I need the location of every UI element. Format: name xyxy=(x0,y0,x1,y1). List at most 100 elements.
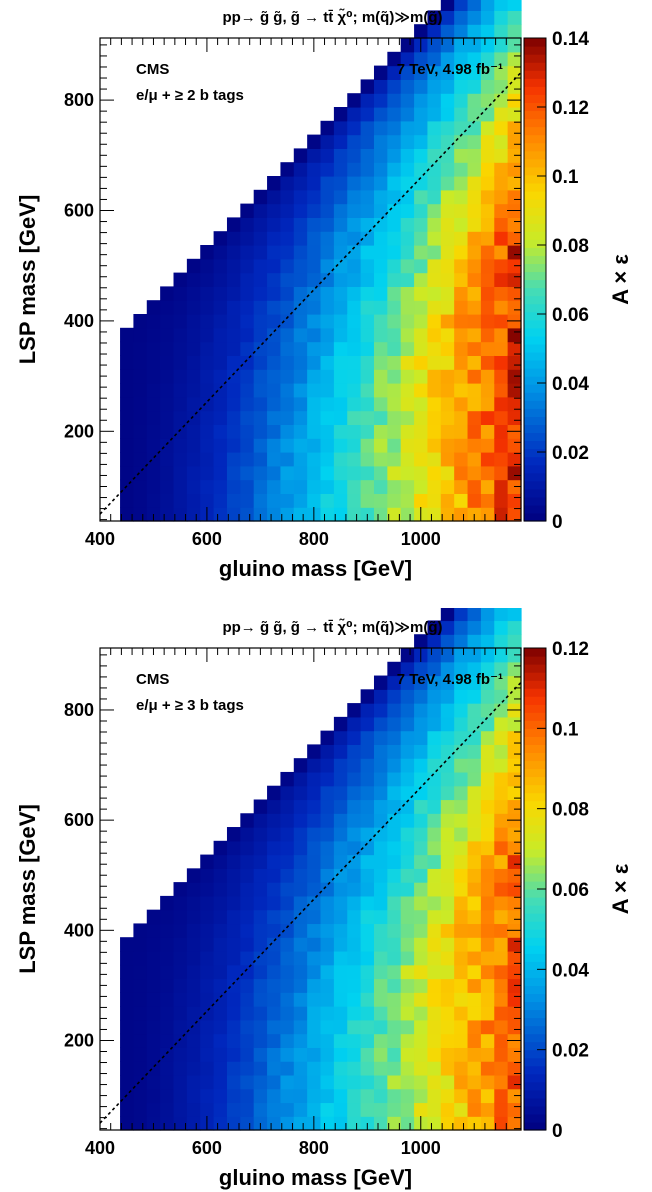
heatmap-cell xyxy=(480,813,495,828)
heatmap-cell xyxy=(200,493,215,508)
heatmap-cell xyxy=(226,882,241,897)
heatmap-cell xyxy=(400,479,415,494)
heatmap-cell xyxy=(146,383,161,398)
heatmap-cell xyxy=(494,424,509,439)
heatmap-cell xyxy=(280,396,295,412)
heatmap-cell xyxy=(186,964,201,980)
heatmap-cell xyxy=(307,383,322,398)
color-bar-segment xyxy=(524,174,546,184)
heatmap-cell xyxy=(253,369,268,384)
heatmap-cell xyxy=(360,258,375,274)
color-bar-segment xyxy=(524,247,546,256)
heatmap-cell xyxy=(360,978,375,993)
heatmap-cell xyxy=(507,992,522,1007)
heatmap-cell xyxy=(253,992,268,1007)
heatmap-cell xyxy=(333,1074,348,1090)
heatmap-cell xyxy=(347,189,362,205)
heatmap-cell xyxy=(440,785,455,801)
heatmap-cell xyxy=(267,493,282,508)
heatmap-cell xyxy=(133,992,148,1007)
heatmap-cell xyxy=(186,923,201,938)
heatmap-cell xyxy=(507,608,522,622)
heatmap-cell xyxy=(507,1074,522,1090)
heatmap-cell xyxy=(360,923,375,938)
heatmap-cell xyxy=(347,895,362,911)
color-bar-segment xyxy=(524,182,546,192)
heatmap-cell xyxy=(400,424,415,439)
heatmap-cell xyxy=(347,840,362,856)
heatmap-cell xyxy=(454,648,469,663)
heatmap-cell xyxy=(293,479,308,494)
heatmap-cell xyxy=(226,1019,241,1035)
heatmap-cell xyxy=(320,1006,335,1021)
heatmap-cell xyxy=(373,203,388,218)
heatmap-cell xyxy=(347,771,362,787)
heatmap-cell xyxy=(440,134,455,149)
color-bar-segment xyxy=(524,792,546,802)
heatmap-cell xyxy=(440,950,455,966)
heatmap-cell xyxy=(494,799,509,814)
heatmap-cell xyxy=(440,937,455,952)
heatmap-cell xyxy=(226,923,241,938)
heatmap-cell xyxy=(226,964,241,980)
heatmap-cell xyxy=(280,410,295,425)
heatmap-cell xyxy=(213,1006,228,1021)
color-bar-segment xyxy=(524,456,546,466)
heatmap-cell xyxy=(427,1006,442,1021)
heatmap-cell xyxy=(213,840,228,856)
heatmap-cell xyxy=(226,465,241,481)
heatmap-cell xyxy=(400,327,415,343)
heatmap-cell xyxy=(200,868,215,883)
heatmap-cell xyxy=(427,744,442,759)
heatmap-cell xyxy=(293,507,308,522)
heatmap-cell xyxy=(427,895,442,911)
heatmap-cell xyxy=(414,785,429,801)
heatmap-cell xyxy=(293,189,308,205)
heatmap-cell xyxy=(480,217,495,232)
heatmap-cell xyxy=(427,341,442,356)
heatmap-cell xyxy=(240,813,255,828)
heatmap-cell xyxy=(360,909,375,925)
heatmap-cell xyxy=(200,369,215,384)
heatmap-cell xyxy=(400,716,415,732)
heatmap-cell xyxy=(160,341,175,356)
heatmap-cell xyxy=(307,882,322,897)
heatmap-cell xyxy=(146,923,161,938)
heatmap-cell xyxy=(293,258,308,274)
heatmap-cell xyxy=(373,465,388,481)
heatmap-cell xyxy=(333,854,348,869)
heatmap-cell xyxy=(373,854,388,869)
heatmap-cell xyxy=(267,314,282,329)
heatmap-cell xyxy=(373,93,388,108)
heatmap-cell xyxy=(440,992,455,1007)
heatmap-cell xyxy=(293,1047,308,1062)
color-bar-segment xyxy=(524,368,546,377)
heatmap-cell xyxy=(160,895,175,911)
heatmap-cell xyxy=(133,1006,148,1021)
heatmap-cell xyxy=(494,107,509,122)
heatmap-cell xyxy=(333,950,348,966)
heatmap-cell xyxy=(494,162,509,177)
heatmap-cell xyxy=(440,758,455,773)
heatmap-cell xyxy=(414,162,429,177)
heatmap-cell xyxy=(120,1102,135,1117)
heatmap-cell xyxy=(213,286,228,301)
heatmap-cell xyxy=(414,148,429,163)
heatmap-cell xyxy=(427,189,442,205)
heatmap-cell xyxy=(480,608,495,622)
heatmap-cell xyxy=(293,799,308,814)
heatmap-cell xyxy=(160,383,175,398)
heatmap-cell xyxy=(454,465,469,481)
heatmap-cell xyxy=(467,134,482,149)
heatmap-cell xyxy=(360,827,375,842)
heatmap-cell xyxy=(293,1006,308,1021)
heatmap-cell xyxy=(387,1047,402,1062)
heatmap-cell xyxy=(494,827,509,842)
heatmap-cell xyxy=(507,1061,522,1076)
heatmap-cell xyxy=(240,231,255,246)
heatmap-cell xyxy=(507,355,522,370)
heatmap-cell xyxy=(373,1102,388,1117)
heatmap-cell xyxy=(454,231,469,246)
heatmap-cell xyxy=(440,608,455,622)
heatmap-cell xyxy=(253,493,268,508)
